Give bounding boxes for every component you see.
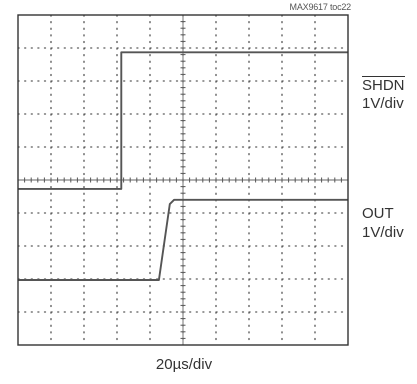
figure-id-label: MAX9617 toc22 (289, 2, 352, 12)
x-axis-label: 20µs/div (155, 356, 213, 373)
traces (18, 51, 348, 281)
series-scale-out: 1V/div (362, 224, 404, 241)
series-scale-shdn: 1V/div (362, 95, 404, 112)
trace-out (18, 198, 348, 281)
plot-frame (17, 14, 349, 346)
trace-shdn (18, 51, 348, 190)
center-axis-ticks (17, 14, 349, 346)
series-label-out: OUT (362, 205, 394, 222)
series-label-shdn: SHDN (362, 76, 405, 94)
